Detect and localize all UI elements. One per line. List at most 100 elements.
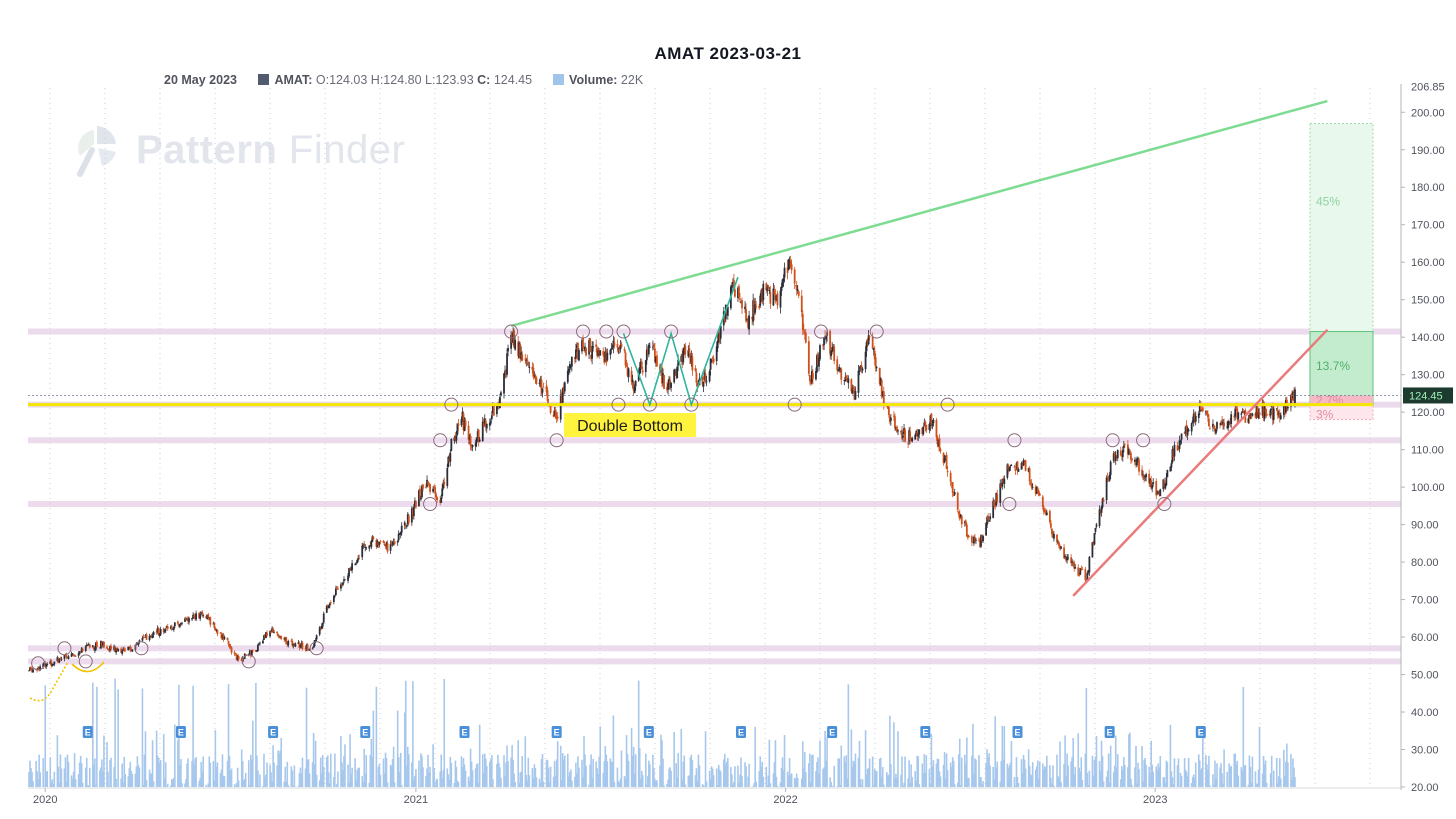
candle-body [1235,406,1238,409]
candle-body [439,500,442,503]
candle-body [342,582,344,585]
candle-body [704,374,707,381]
volume-bar [49,757,52,787]
earnings-marker-icon[interactable]: E [459,726,470,738]
candle-body [1180,433,1183,440]
candle-body [630,370,633,382]
volume-bar [1000,761,1003,787]
candle-body [674,371,677,373]
volume-bar [1287,762,1289,787]
earnings-marker-icon[interactable]: E [1012,726,1023,738]
volume-bar [304,768,307,787]
candle-body [237,656,240,660]
candle-body [80,648,83,653]
volume-bar [790,773,793,787]
candle-body [300,642,303,647]
candle-body [448,458,451,462]
earnings-marker-icon[interactable]: E [82,726,93,738]
candle-body [797,291,800,296]
candle-body [656,355,658,367]
volume-bar [252,720,254,787]
candle-body [817,354,819,365]
volume-bar [269,764,271,787]
volume-bar [1261,773,1264,787]
volume-bar [1038,761,1041,787]
earnings-marker-icon[interactable]: E [268,726,279,738]
earnings-marker-icon[interactable]: E [175,726,186,738]
earnings-marker-icon[interactable]: E [643,726,654,738]
candle-body [1268,414,1271,416]
candle-body [65,655,68,658]
candle-body [99,647,101,649]
candle-body [375,539,378,547]
candle-body [825,336,827,340]
legend-volume-value: 22K [620,73,644,87]
candle-body [114,646,116,652]
volume-bar [1122,769,1124,787]
candle-body [420,497,422,500]
volume-bar [1233,753,1236,787]
volume-bar [661,740,663,787]
earnings-marker-icon[interactable]: E [920,726,931,738]
candle-body [428,483,430,485]
volume-bar [30,768,32,787]
candle-body [344,579,346,581]
volume-bar [372,710,375,787]
volume-bar [307,759,310,787]
candle-body [986,517,989,525]
candle-body [399,531,402,535]
candle-body [569,364,572,367]
volume-bar [865,774,868,787]
earnings-marker-icon[interactable]: E [360,726,371,738]
volume-bar [1170,771,1173,787]
volume-bar [1198,760,1201,787]
candle-body [1192,413,1195,422]
candle-body [319,627,322,629]
volume-bar [975,759,977,787]
candle-body [1222,422,1224,425]
candle-body [853,389,856,400]
volume-bar [1191,776,1194,787]
volume-bar [247,760,250,787]
volume-bar [660,734,662,787]
volume-bar [53,771,56,787]
candle-body [313,640,316,647]
candle-body [946,470,949,473]
volume-bar [952,760,955,787]
candle-body [734,289,736,297]
candle-body [434,487,437,494]
volume-bar [1027,749,1030,787]
volume-bar [630,727,633,787]
volume-bar [264,776,266,787]
candle-body [755,306,758,307]
earnings-marker-icon[interactable]: E [1104,726,1115,738]
candle-body [269,630,271,637]
volume-bar [556,741,559,787]
candle-body [1149,478,1152,484]
earnings-marker-icon[interactable]: E [827,726,838,738]
volume-bar [165,786,168,787]
volume-bar [711,768,714,787]
volume-bar [504,776,506,787]
volume-bar [470,761,473,787]
candle-body [1010,465,1013,466]
earnings-marker-icon[interactable]: E [551,726,562,738]
volume-bar [413,779,415,787]
candle-body [1066,556,1069,561]
volume-bar [214,729,217,787]
candle-body [999,483,1002,503]
candle-body [780,286,783,291]
candle-body [534,375,537,380]
candle-body [775,295,778,301]
earnings-marker-icon[interactable]: E [1195,726,1206,738]
candle-body [932,419,935,424]
volume-bar [581,759,583,787]
volume-bar [223,776,226,787]
volume-bar [1263,764,1266,787]
earnings-marker-icon[interactable]: E [735,726,746,738]
volume-bar [397,757,400,787]
volume-bar [519,772,522,787]
volume-bar [590,754,592,787]
volume-bar [656,780,658,787]
